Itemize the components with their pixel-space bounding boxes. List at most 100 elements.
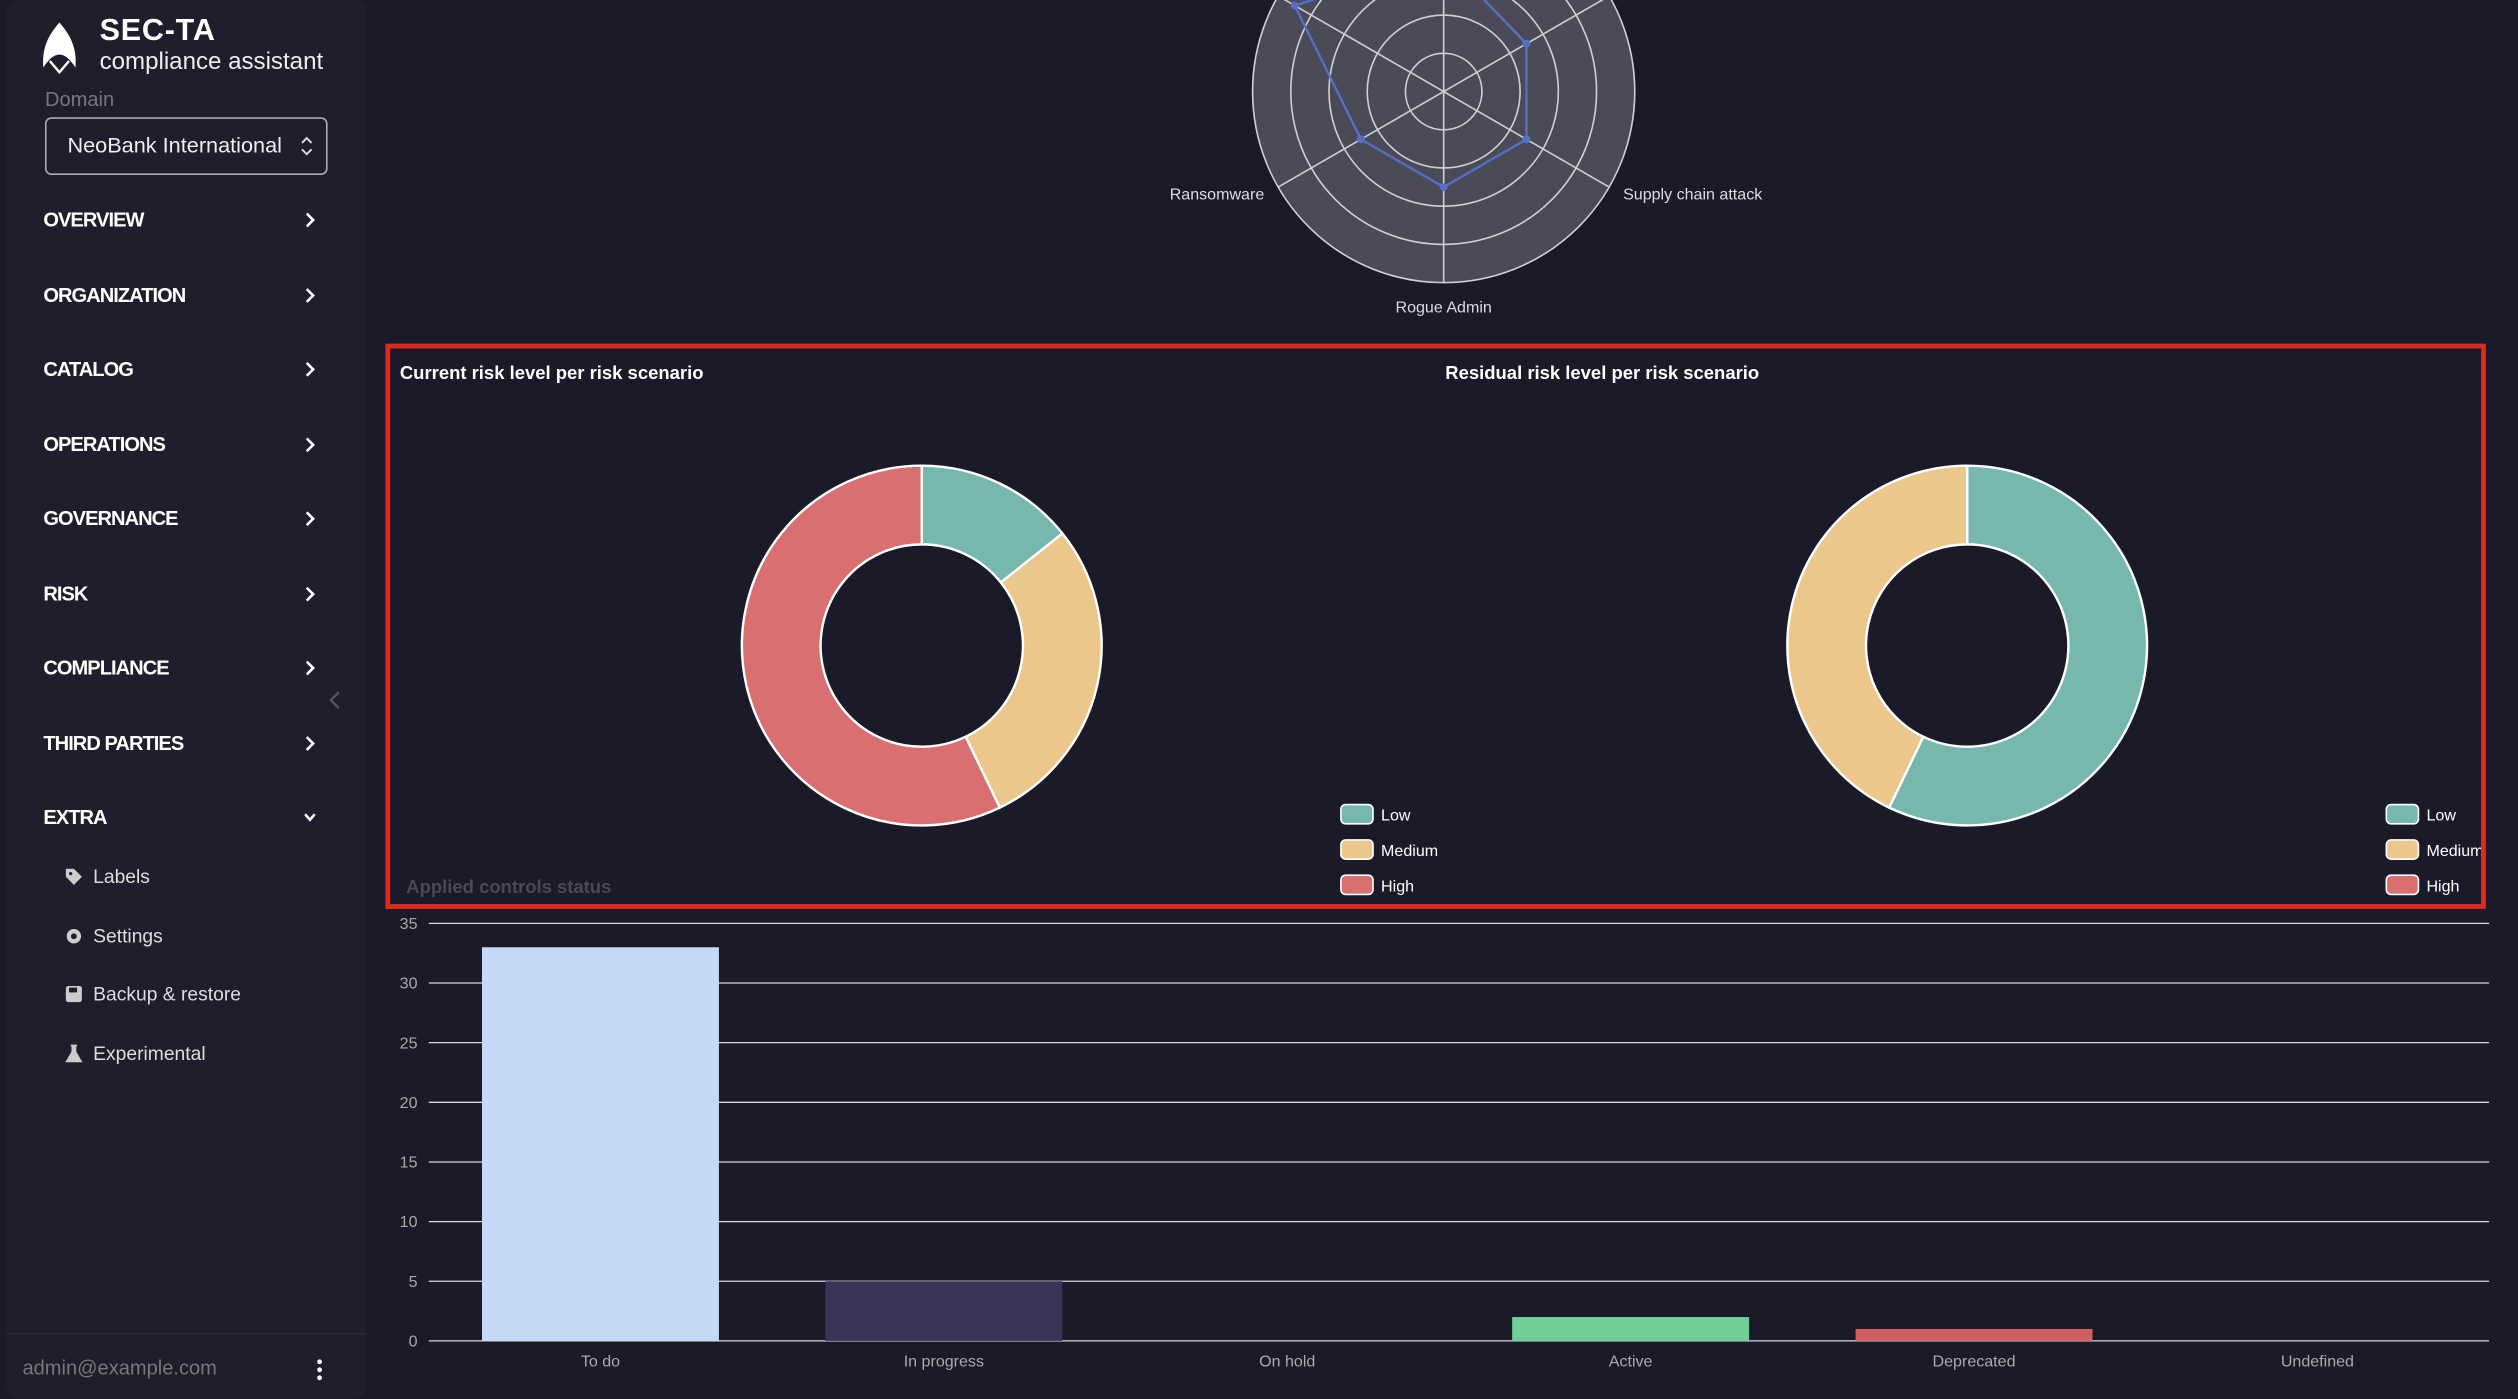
collapse-sidebar[interactable] <box>328 691 344 710</box>
y-tick-label: 10 <box>400 1213 418 1231</box>
footer-divider <box>6 1332 367 1335</box>
donut-slice <box>1887 464 2149 827</box>
sub-icon <box>65 1044 83 1063</box>
donut-slice <box>1786 464 1969 809</box>
radar-label: Supply chain attack <box>1623 185 1763 203</box>
radar-point <box>1522 39 1531 48</box>
domain-select[interactable]: NeoBank International <box>44 117 328 176</box>
legend-swatch <box>2385 839 2420 860</box>
legend-label: Low <box>2426 807 2456 825</box>
user-email: admin@example.com <box>22 1356 217 1380</box>
sub-label: Experimental <box>93 1042 206 1065</box>
chevron <box>305 735 315 751</box>
chart-title: Applied controls status <box>406 876 611 897</box>
legend-swatch <box>1340 874 1374 896</box>
domain-label: Domain <box>44 88 115 111</box>
nav-label: OVERVIEW <box>43 208 144 232</box>
nav-item[interactable]: THIRD PARTIES <box>43 725 316 760</box>
nav-label: OPERATIONS <box>43 432 166 456</box>
sub-item[interactable]: Settings <box>64 921 163 950</box>
legend-swatch <box>2385 803 2420 825</box>
radar-point <box>1356 135 1365 144</box>
nav-item[interactable]: GOVERNANCE <box>43 501 316 536</box>
donut-panel: Current risk level per risk scenario Low M… <box>400 362 2484 896</box>
y-tick-label: 35 <box>400 915 418 933</box>
nav-label: EXTRA <box>43 806 107 829</box>
nav-item[interactable]: RISK <box>43 576 316 611</box>
chevron <box>304 813 316 822</box>
logo-icon <box>43 22 76 74</box>
radar-point <box>1522 135 1531 144</box>
nav-label: THIRD PARTIES <box>43 731 184 754</box>
y-tick-label: 15 <box>400 1154 418 1172</box>
y-tick-label: 30 <box>400 975 418 993</box>
chart-title: Residual risk level per risk scenario <box>1445 362 1759 383</box>
chevron <box>305 287 315 303</box>
y-tick-label: 20 <box>400 1094 418 1112</box>
sub-item[interactable]: Backup & restore <box>64 980 241 1009</box>
chevron <box>305 586 315 601</box>
sub-item[interactable]: Experimental <box>64 1039 206 1068</box>
sub-icon <box>65 868 82 885</box>
x-tick-label: On hold <box>1259 1353 1315 1371</box>
legend-swatch <box>1340 803 1374 825</box>
nav-label: ORGANIZATION <box>43 283 186 306</box>
y-tick-label: 25 <box>400 1034 418 1052</box>
nav-label: CATALOG <box>43 358 133 381</box>
bar <box>481 947 719 1341</box>
radar-point <box>1290 1 1299 10</box>
nav-item[interactable]: COMPLIANCE <box>43 650 316 685</box>
chart-title: Current risk level per risk scenario <box>400 362 704 383</box>
nav-item[interactable]: ORGANIZATION <box>43 277 316 312</box>
domain-value: NeoBank International <box>67 133 282 158</box>
bar <box>1855 1328 2093 1341</box>
legend-swatch <box>1340 839 1374 860</box>
radar-label: Ransomware <box>1170 185 1265 203</box>
x-tick-label: To do <box>581 1353 620 1371</box>
sub-label: Labels <box>93 865 150 889</box>
logo-title: SEC-TA <box>99 14 216 49</box>
sub-icon <box>66 928 82 943</box>
chevron <box>305 212 315 228</box>
legend-label: High <box>2426 877 2459 895</box>
nav-label: COMPLIANCE <box>43 656 169 680</box>
logo-subtitle: compliance assistant <box>99 48 324 76</box>
user-menu[interactable] <box>315 1359 325 1381</box>
sub-label: Backup & restore <box>93 983 241 1006</box>
y-tick-label: 5 <box>409 1273 418 1291</box>
bar <box>1512 1317 1750 1341</box>
donut-slice <box>964 532 1103 809</box>
nav-item[interactable]: EXTRA <box>43 800 316 835</box>
x-tick-label: In progress <box>904 1353 984 1371</box>
radar-point <box>1439 183 1448 192</box>
chevron <box>305 660 315 676</box>
nav-item[interactable]: OPERATIONS <box>43 426 316 461</box>
y-tick-label: 0 <box>409 1333 418 1351</box>
radar-label: Rogue Admin <box>1395 299 1491 317</box>
legend-label: Low <box>1381 807 1411 825</box>
highlight-box <box>385 343 2486 909</box>
legend-label: Medium <box>2426 842 2483 860</box>
radar-spoke <box>1283 0 1445 93</box>
x-tick-label: Undefined <box>2281 1353 2354 1371</box>
x-tick-label: Active <box>1609 1353 1653 1371</box>
chevron <box>305 436 315 452</box>
nav-label: RISK <box>43 582 88 605</box>
nav-label: GOVERNANCE <box>43 507 178 530</box>
legend-label: High <box>1381 877 1414 895</box>
x-tick-label: Deprecated <box>1933 1353 2016 1371</box>
sub-item[interactable]: Labels <box>64 862 150 891</box>
chevron <box>305 362 315 377</box>
legend-label: Medium <box>1381 842 1438 860</box>
chevron <box>305 511 315 527</box>
legend-swatch <box>2385 874 2420 896</box>
nav-item[interactable]: OVERVIEW <box>43 202 316 237</box>
sub-label: Settings <box>93 924 163 947</box>
sub-icon <box>65 986 82 1003</box>
donut-slice <box>740 464 1002 827</box>
nav-item[interactable]: CATALOG <box>43 352 316 387</box>
bar <box>825 1281 1063 1341</box>
